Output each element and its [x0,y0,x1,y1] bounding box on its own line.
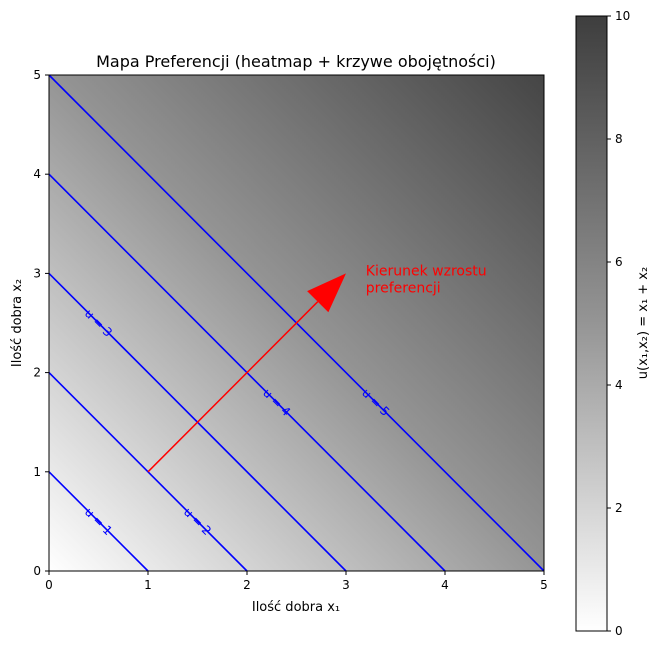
arrow-shaft [147,301,319,473]
y-axis-ticks: 0 1 2 3 4 5 [33,68,49,578]
y-tick-label: 5 [33,68,41,82]
chart-title: Mapa Preferencji (heatmap + krzywe oboję… [96,52,496,71]
x-tick-label: 4 [441,578,449,592]
y-axis-label: Ilość dobra x₂ [10,279,25,367]
x-axis-label: Ilość dobra x₁ [252,600,340,615]
y-tick-label: 3 [33,266,41,280]
x-tick-label: 3 [342,578,350,592]
plot-frame [48,74,545,572]
x-tick-label: 1 [144,578,152,592]
colorbar-tick-label: 0 [615,624,623,638]
annotation-text: Kierunek wzrostu preferencji [366,263,487,296]
annotation: Kierunek wzrostu preferencji [147,263,487,473]
colorbar-tick-label: 10 [615,9,630,23]
x-axis-ticks: 0 1 2 3 4 5 [45,571,548,592]
y-tick-label: 0 [33,564,41,578]
arrow-head [307,273,346,313]
x-tick-label: 2 [243,578,251,592]
y-tick-label: 1 [33,465,41,479]
colorbar-tick-label: 2 [615,501,623,515]
colorbar-tick-label: 6 [615,255,623,269]
colorbar-ticks: 0 2 4 6 8 10 [607,9,630,638]
colorbar-tick-label: 8 [615,132,623,146]
x-tick-label: 5 [540,578,548,592]
colorbar-label: u(x₁,x₂) = x₁ + x₂ [636,267,651,379]
colorbar [575,15,608,632]
y-tick-label: 4 [33,167,41,181]
contour-line-1 [48,471,149,572]
colorbar-tick-label: 4 [615,378,623,392]
y-tick-label: 2 [33,366,41,380]
x-tick-label: 0 [45,578,53,592]
